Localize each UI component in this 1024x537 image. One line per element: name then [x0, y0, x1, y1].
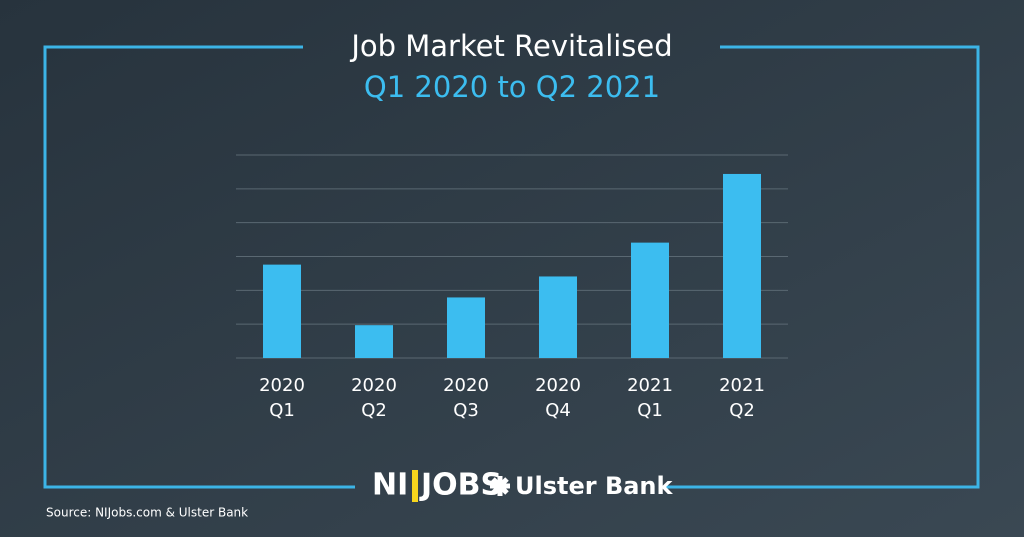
x-tick-label: 2020	[443, 375, 489, 396]
x-tick-label: Q1	[269, 400, 295, 421]
bar	[447, 297, 485, 358]
x-tick-label: 2021	[719, 375, 765, 396]
logo-bar	[412, 470, 418, 502]
x-tick-label: 2020	[535, 375, 581, 396]
x-tick-label: Q2	[361, 400, 387, 421]
x-tick-label: 2021	[627, 375, 673, 396]
logo-text: NI	[372, 468, 408, 503]
source: Source: NIJobs.com & Ulster Bank	[46, 506, 248, 520]
bar	[355, 325, 393, 358]
x-tick-label: 2020	[259, 375, 305, 396]
logo-icon	[490, 476, 510, 496]
x-tick-label: Q2	[729, 400, 755, 421]
logo-text: JOBS	[419, 468, 502, 503]
x-tick-label: Q3	[453, 400, 479, 421]
x-tick-label: Q1	[637, 400, 663, 421]
ulster-logo: Ulster Bank	[490, 472, 674, 500]
bar	[723, 173, 761, 358]
chart-title: Job Market Revitalised	[349, 29, 672, 63]
chart-subtitle: Q1 2020 to Q2 2021	[364, 70, 660, 104]
logo-text: Ulster Bank	[515, 472, 674, 500]
bar	[631, 242, 669, 358]
x-tick-label: Q4	[545, 400, 571, 421]
nijobs-logo: NI JOBS	[372, 468, 502, 503]
frame	[43, 45, 980, 489]
bar	[263, 264, 301, 358]
x-tick-label: 2020	[351, 375, 397, 396]
bar	[539, 276, 577, 358]
